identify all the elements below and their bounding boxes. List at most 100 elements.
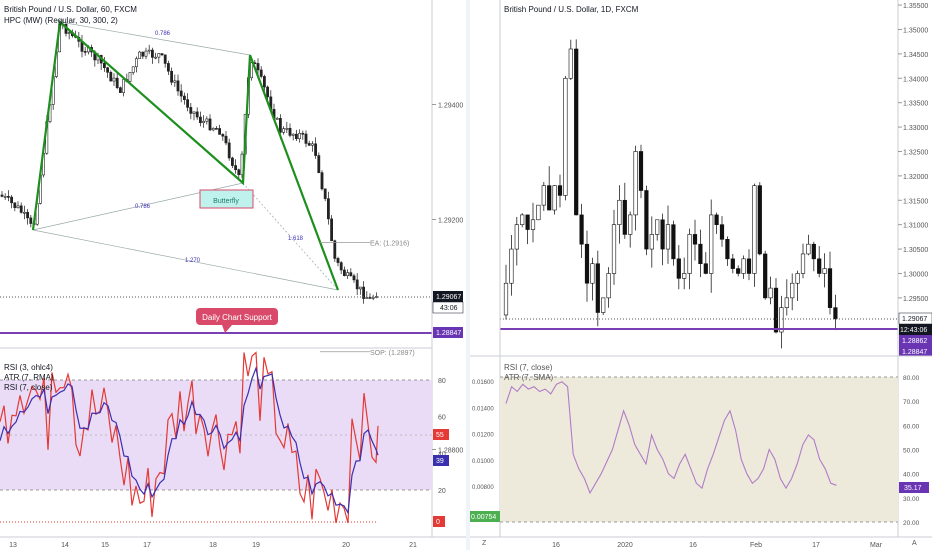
right-price-tick-label: 1.30000 [903, 271, 928, 278]
fib-label-xd: 1.270 [185, 258, 201, 264]
left-candle-body [10, 196, 14, 204]
right-price-tick-label: 1.29500 [903, 296, 928, 303]
right-candle-body [503, 282, 509, 316]
left-candle-body [103, 62, 106, 69]
fib-label-ac: 0.786 [155, 31, 171, 37]
scale-letter-z[interactable]: Z [482, 540, 487, 547]
left-time-axis[interactable]: 13 14 15 17 18 19 20 21 [9, 542, 417, 549]
left-candle-body [352, 275, 356, 281]
right-candle-body [563, 77, 568, 196]
left-candle-body [141, 51, 145, 57]
right-time-axis[interactable]: 16 2020 16 Feb 17 Mar [552, 542, 883, 549]
right-chart[interactable]: British Pound / U.S. Dollar, 1D, FXCM 1.… [470, 0, 932, 549]
support-callout: Daily Chart Support [196, 308, 278, 333]
support-callout-label: Daily Chart Support [202, 313, 273, 322]
left-countdown: 43:06 [440, 305, 458, 312]
target-label: EA: (1.2916) [370, 241, 409, 248]
left-candle-body [317, 155, 321, 173]
butterfly-legs [31, 19, 340, 291]
left-candle-body [29, 217, 33, 224]
right-candle-body [773, 287, 779, 333]
right-rsi-tag [899, 482, 929, 493]
right-candle-body [579, 214, 584, 245]
right-candle-body [752, 185, 757, 274]
right-price-tick-label: 1.35500 [903, 3, 928, 10]
left-candle-body [202, 120, 206, 124]
left-candle-body [259, 69, 263, 77]
right-candle-body [741, 258, 746, 274]
left-candle-body [365, 297, 369, 299]
left-candle-body [119, 87, 122, 93]
right-candle-body [552, 185, 557, 211]
left-time-tick-label: 15 [101, 542, 109, 549]
left-candle-body [179, 90, 183, 97]
left-candle-body [22, 211, 26, 214]
left-time-tick-label: 17 [143, 542, 151, 549]
left-candle-body [218, 128, 222, 135]
left-candle-body [131, 66, 135, 73]
right-candle-body [822, 268, 827, 274]
fib-ac-line [59, 21, 251, 56]
left-candle-body [278, 118, 282, 133]
left-candle-body [16, 205, 20, 208]
right-candle-body [557, 185, 563, 196]
right-rsi-tick-label: 60.00 [903, 423, 920, 430]
left-candle-body [301, 132, 305, 135]
left-candle-body [147, 49, 151, 52]
right-candle-body [509, 248, 514, 284]
left-candle-body [288, 127, 292, 136]
right-rsi-tick-label: 50.00 [903, 448, 920, 455]
right-atr-tick-label: 0.01200 [472, 433, 494, 439]
left-candle-body [122, 79, 126, 93]
left-price-tick-label: 1.29400 [438, 103, 463, 110]
right-atr-tick-label: 0.01600 [472, 380, 494, 386]
right-candle-body [574, 48, 579, 216]
right-candle-body [601, 297, 606, 313]
rsi-fast-value: 55 [436, 432, 444, 439]
support-callout-pointer [222, 325, 232, 333]
right-candle-body [730, 258, 735, 269]
right-candle-body [617, 199, 622, 225]
left-candle-body [208, 118, 212, 131]
left-candle-body [173, 80, 177, 83]
scale-letter-a[interactable]: A [912, 540, 917, 547]
left-candle-body [346, 272, 350, 277]
right-candle-body [725, 239, 730, 260]
atr-tag [433, 516, 445, 527]
left-candle-body [250, 62, 254, 79]
left-candle-body [231, 157, 234, 166]
left-candle-body [135, 58, 138, 68]
right-rsi-band [500, 377, 898, 522]
left-candle-body [157, 53, 161, 58]
right-candle-body [644, 190, 649, 250]
right-price-axis[interactable]: 1.35500 1.35000 1.34500 1.34000 1.33500 1.330… [898, 3, 928, 303]
left-candle-body [234, 165, 238, 171]
right-candle-body [833, 307, 838, 320]
left-candle-body [362, 286, 366, 299]
left-chart[interactable]: 0.786 0.786 1.618 1.270 Butterfly T2: (1.301… [0, 0, 466, 549]
right-atr-value: 0.00754 [471, 514, 496, 521]
left-price-axis[interactable]: 1.306001.304001.302001.300001.298001.296… [432, 0, 463, 455]
left-candle-body [112, 77, 116, 82]
left-candle-body [342, 269, 346, 277]
right-candle-body [676, 258, 681, 279]
right-candle-body [536, 204, 541, 221]
right-candle-body [790, 282, 795, 299]
left-current-price: 1.29067 [436, 294, 461, 301]
right-candles [503, 39, 838, 349]
right-candle-body [698, 243, 703, 265]
right-time-tick-label: 16 [689, 542, 697, 549]
left-support-price: 1.28847 [436, 330, 461, 337]
right-candle-body [719, 224, 725, 240]
left-rsi-tick-label: 80 [438, 378, 446, 385]
left-candle-body [294, 133, 298, 140]
right-candle-body [520, 214, 525, 225]
right-atr-tick-label: 0.01400 [472, 406, 494, 412]
right-candle-body [541, 185, 546, 206]
left-time-tick-label: 20 [342, 542, 350, 549]
right-support-price-a: 1.28862 [902, 338, 927, 345]
left-candle-body [307, 143, 311, 146]
left-candle-body [19, 205, 23, 213]
chart-divider[interactable] [466, 0, 470, 550]
right-price-tick-label: 1.31000 [903, 223, 928, 230]
